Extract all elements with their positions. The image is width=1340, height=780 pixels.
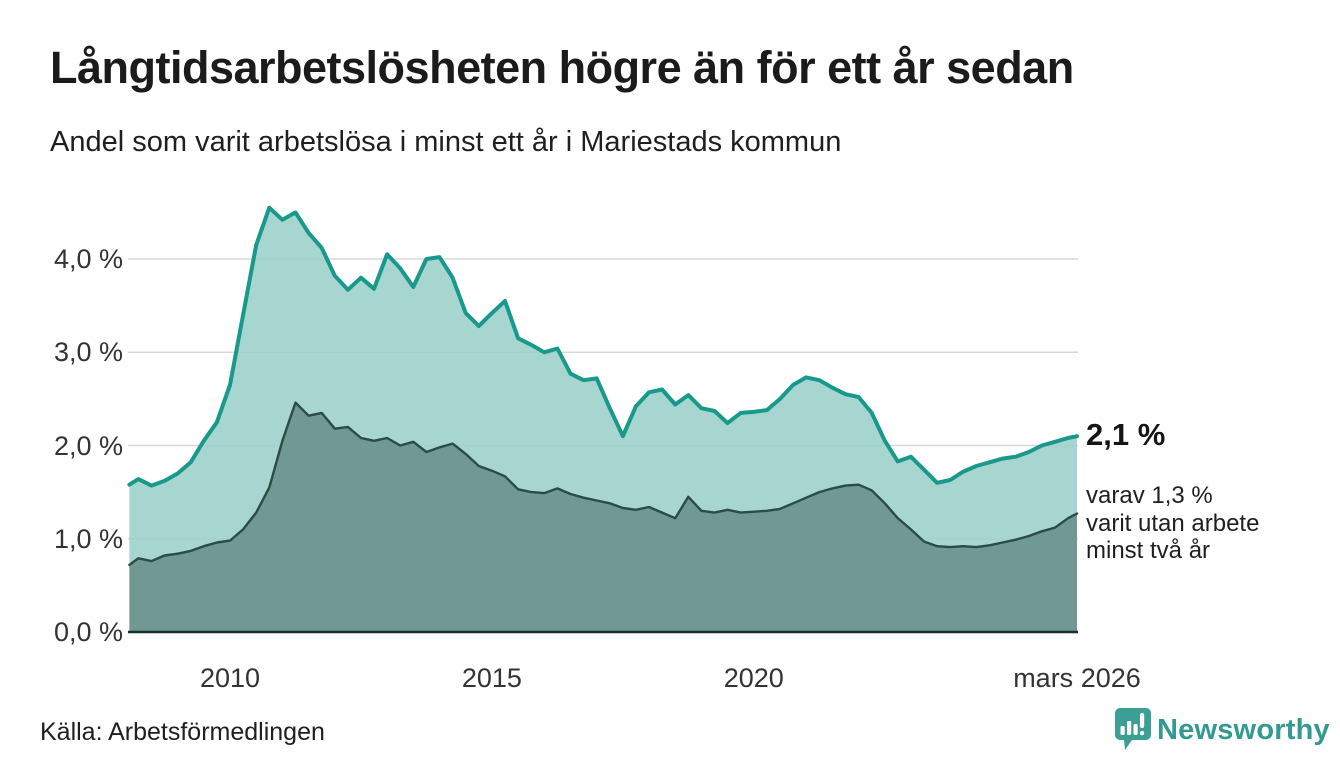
breakdown-annotation: varav 1,3 % varit utan arbete minst två …	[1086, 482, 1326, 565]
y-tick-label: 1,0 %	[53, 523, 123, 554]
page-subtitle: Andel som varit arbetslösa i minst ett å…	[50, 126, 842, 158]
page-title: Långtidsarbetslösheten högre än för ett …	[50, 42, 1074, 93]
x-tick-label: mars 2026	[1013, 663, 1141, 693]
newsworthy-wordmark: Newsworthy	[1157, 714, 1330, 746]
breakdown-line: minst två år	[1086, 537, 1211, 564]
x-tick-label: 2010	[199, 663, 261, 693]
area-fill-two-years	[129, 402, 1077, 632]
y-tick-label: 2,0 %	[53, 430, 123, 461]
x-tick-label: 2020	[723, 663, 784, 693]
series-line-two-years	[128, 401, 1079, 567]
y-tick-label: 0,0 %	[53, 617, 123, 647]
y-tick-label: 3,0 %	[53, 337, 123, 368]
logo-exclamation-dot	[1140, 731, 1145, 736]
logo-exclamation	[1140, 713, 1145, 728]
source-note: Källa: Arbetsförmedlingen	[40, 718, 325, 746]
newsworthy-logo-icon	[1115, 708, 1151, 750]
logo-bar	[1120, 726, 1125, 735]
latest-value-label: 2,1 %	[1086, 417, 1166, 452]
logo-bar	[1133, 724, 1138, 735]
breakdown-line: varit utan arbete	[1086, 509, 1260, 537]
series-line-one-year	[127, 205, 1079, 488]
x-tick-label: 2015	[461, 663, 522, 693]
logo-bubble	[1115, 708, 1151, 750]
logo-bar	[1127, 721, 1132, 735]
breakdown-line: varav 1,3 %	[1086, 482, 1213, 509]
y-tick-label: 4,0 %	[53, 244, 123, 274]
